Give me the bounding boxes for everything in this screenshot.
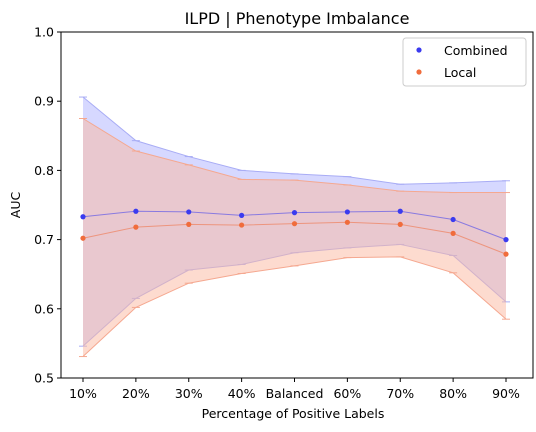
x-tick-label: 30% — [175, 386, 203, 401]
y-tick-label: 0.9 — [34, 94, 54, 109]
point-local — [503, 251, 509, 257]
plot-area — [79, 96, 510, 358]
y-tick-label: 0.5 — [34, 371, 54, 386]
y-tick-label: 1.0 — [34, 25, 54, 40]
y-tick-label: 0.7 — [34, 232, 54, 247]
point-combined — [239, 212, 245, 218]
y-tick-label: 0.6 — [34, 301, 54, 316]
axis-ticks: 10% 20% 30% 40% Balanced 60% 70% 80% 90% 0.5 0.6 0.… — [34, 25, 520, 402]
x-tick-label: 80% — [439, 386, 467, 401]
point-local — [397, 221, 403, 227]
legend-marker-local — [416, 69, 422, 75]
x-tick-label: 60% — [333, 386, 361, 401]
point-local — [239, 222, 245, 228]
point-combined — [186, 209, 192, 215]
point-local — [186, 221, 192, 227]
band-local — [83, 118, 506, 357]
y-tick-label: 0.8 — [34, 163, 54, 178]
x-tick-label: 90% — [492, 386, 520, 401]
x-tick-label: 20% — [122, 386, 150, 401]
legend-marker-combined — [416, 47, 422, 53]
x-tick-label: 70% — [386, 386, 414, 401]
point-combined — [450, 216, 456, 223]
point-combined — [80, 214, 86, 220]
point-local — [450, 230, 456, 236]
point-combined — [344, 209, 350, 215]
point-local — [344, 219, 350, 225]
point-combined — [291, 210, 298, 216]
y-axis-label: AUC — [8, 192, 23, 219]
point-combined — [133, 208, 139, 214]
point-combined — [503, 237, 509, 243]
x-axis-label: Percentage of Positive Labels — [202, 406, 385, 421]
point-local — [291, 221, 298, 227]
plot-frame — [60, 31, 534, 379]
legend-box — [402, 37, 527, 87]
point-combined — [397, 208, 403, 214]
x-tick-label: Balanced — [266, 386, 324, 401]
legend-label-combined: Combined — [444, 43, 508, 58]
point-local — [133, 224, 139, 230]
chart-title: ILPD | Phenotype Imbalance — [185, 9, 410, 28]
x-tick-label: 10% — [69, 386, 97, 401]
legend: Combined Local — [402, 37, 527, 87]
legend-label-local: Local — [444, 65, 476, 80]
x-tick-label: 40% — [228, 386, 256, 401]
point-local — [80, 235, 86, 241]
